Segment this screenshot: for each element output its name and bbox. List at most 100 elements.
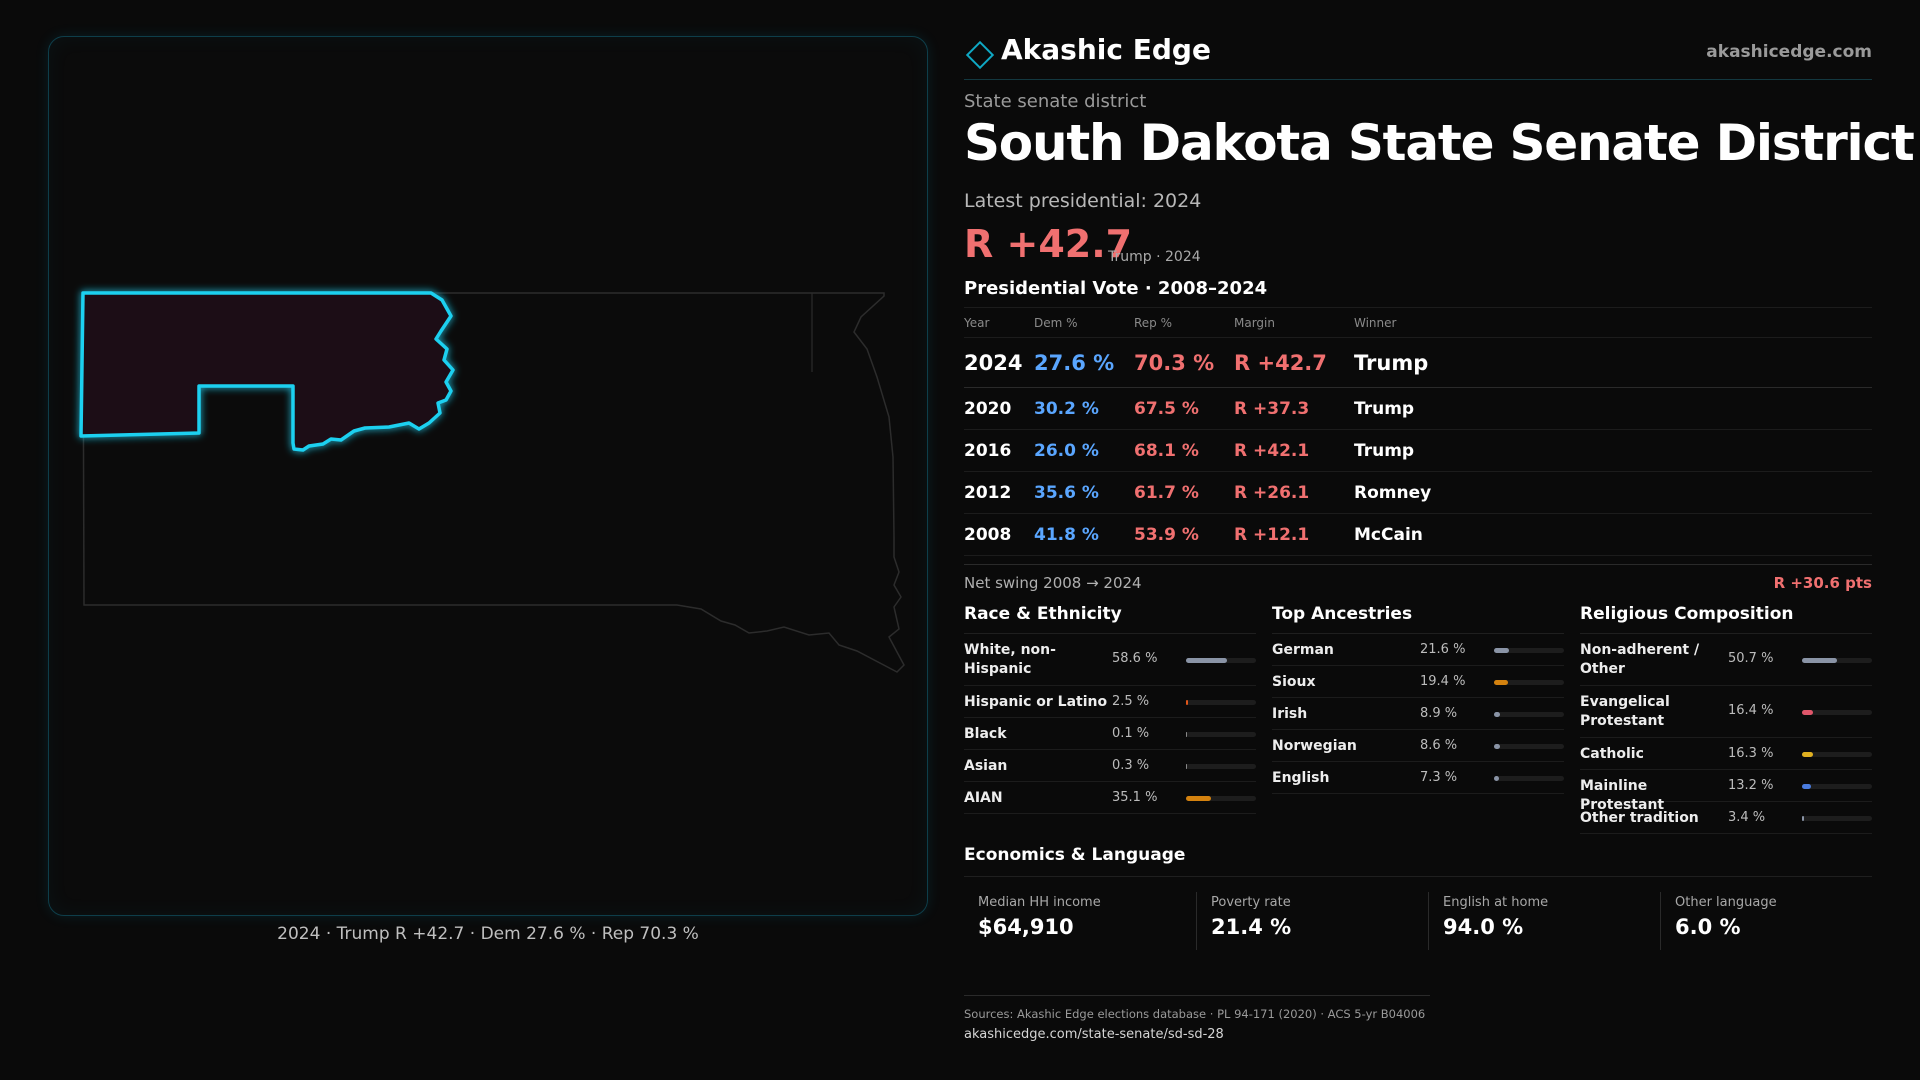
item-label: Evangelical Protestant	[1580, 694, 1670, 729]
district-type: State senate district	[964, 91, 1147, 112]
page-title: South Dakota State Senate District 28	[964, 114, 1920, 172]
stat-value: 94.0 %	[1443, 915, 1524, 939]
list-item: White, non-Hispanic 58.6 %	[964, 634, 1256, 686]
list-item: German 21.6 %	[1272, 634, 1564, 666]
list-item: Other tradition 3.4 %	[1580, 802, 1872, 834]
share-bar	[1186, 796, 1256, 801]
share-bar	[1186, 700, 1256, 705]
year-cell: 2024	[964, 351, 1023, 375]
dem-cell: 41.8 %	[1034, 525, 1099, 545]
share-bar	[1494, 648, 1564, 653]
item-label: Asian	[964, 758, 1008, 774]
share-bar	[1802, 784, 1872, 789]
column-header: Margin	[1234, 316, 1275, 330]
table-row: 2008 41.8 % 53.9 % R +12.1 McCain	[964, 514, 1872, 556]
item-value: 16.4 %	[1728, 703, 1774, 718]
item-value: 35.1 %	[1112, 790, 1158, 805]
permalink[interactable]: akashicedge.com/state-senate/sd-sd-28	[964, 1027, 1224, 1042]
rep-cell: 61.7 %	[1134, 483, 1199, 503]
column-header: Winner	[1354, 316, 1397, 330]
race-ethnicity-block: Race & Ethnicity White, non-Hispanic 58.…	[964, 602, 1256, 814]
share-bar-fill	[1186, 764, 1187, 769]
religion-block: Religious Composition Non-adherent / Oth…	[1580, 602, 1872, 834]
list-item: Mainline Protestant 13.2 %	[1580, 770, 1872, 813]
column-header: Rep %	[1134, 316, 1173, 330]
state-outline	[82, 292, 905, 673]
item-label: Black	[964, 726, 1007, 742]
net-swing-value: R +30.6 pts	[1773, 574, 1872, 592]
dem-cell: 35.6 %	[1034, 483, 1099, 503]
share-bar-fill	[1494, 744, 1501, 749]
stat-card: Other language 6.0 %	[1660, 892, 1880, 950]
share-bar-fill	[1802, 816, 1805, 821]
list-item: Hispanic or Latino 2.5 %	[964, 686, 1256, 718]
share-bar	[1494, 744, 1564, 749]
stat-value: 6.0 %	[1675, 915, 1741, 939]
list-item: Norwegian 8.6 %	[1272, 730, 1564, 762]
dem-cell: 26.0 %	[1034, 441, 1099, 461]
item-label: Norwegian	[1272, 738, 1357, 754]
brand-name[interactable]: Akashic Edge	[1001, 33, 1211, 66]
list-item: Evangelical Protestant 16.4 %	[1580, 686, 1872, 738]
section-title: Economics & Language	[964, 845, 1872, 877]
district-map[interactable]	[48, 36, 928, 916]
item-label: White, non-Hispanic	[964, 642, 1056, 677]
item-value: 19.4 %	[1420, 674, 1466, 689]
table-row: 2024 27.6 % 70.3 % R +42.7 Trump	[964, 338, 1872, 388]
brand-url[interactable]: akashicedge.com	[1706, 42, 1872, 62]
detail-panel: Akashic Edge akashicedge.com State senat…	[964, 0, 1920, 1080]
vote-table: Year Dem % Rep % Margin Winner 2024 27.6…	[964, 307, 1872, 556]
divider	[964, 995, 1430, 996]
vote-table-title: Presidential Vote · 2008–2024	[964, 278, 1268, 299]
share-bar	[1494, 712, 1564, 717]
item-label: AIAN	[964, 790, 1003, 806]
winner-cell: Trump	[1354, 441, 1415, 461]
item-label: Other tradition	[1580, 810, 1699, 826]
share-bar	[1186, 658, 1256, 663]
ancestries-block: Top Ancestries German 21.6 % Sioux 19.4 …	[1272, 602, 1564, 794]
item-value: 8.6 %	[1420, 738, 1458, 753]
year-cell: 2016	[964, 441, 1012, 461]
share-bar-fill	[1494, 776, 1500, 781]
share-bar-fill	[1186, 732, 1187, 737]
margin-cell: R +37.3	[1234, 399, 1310, 419]
share-bar	[1494, 680, 1564, 685]
stat-label: English at home	[1443, 895, 1549, 910]
list-item: AIAN 35.1 %	[964, 782, 1256, 814]
net-swing-row: Net swing 2008 → 2024 R +30.6 pts	[964, 564, 1872, 600]
stat-card: Median HH income $64,910	[964, 892, 1184, 950]
section-title: Race & Ethnicity	[964, 602, 1256, 634]
stat-label: Other language	[1675, 895, 1777, 910]
item-label: Non-adherent / Other	[1580, 642, 1700, 677]
section-title: Religious Composition	[1580, 602, 1872, 634]
share-bar	[1494, 776, 1564, 781]
column-header: Dem %	[1034, 316, 1078, 330]
share-bar-fill	[1186, 658, 1228, 663]
share-bar	[1802, 658, 1872, 663]
item-value: 7.3 %	[1420, 770, 1458, 785]
item-value: 21.6 %	[1420, 642, 1466, 657]
table-header-row: Year Dem % Rep % Margin Winner	[964, 307, 1872, 338]
item-value: 8.9 %	[1420, 706, 1458, 721]
table-row: 2016 26.0 % 68.1 % R +42.1 Trump	[964, 430, 1872, 472]
dem-cell: 30.2 %	[1034, 399, 1099, 419]
item-label: Catholic	[1580, 746, 1644, 762]
table-row: 2012 35.6 % 61.7 % R +26.1 Romney	[964, 472, 1872, 514]
year-cell: 2008	[964, 525, 1012, 545]
winner-cell: Trump	[1354, 351, 1429, 375]
share-bar	[1802, 816, 1872, 821]
item-value: 2.5 %	[1112, 694, 1150, 709]
year-cell: 2020	[964, 399, 1012, 419]
share-bar	[1186, 764, 1256, 769]
rep-cell: 53.9 %	[1134, 525, 1199, 545]
map-caption: 2024 · Trump R +42.7 · Dem 27.6 % · Rep …	[277, 924, 699, 944]
margin-cell: R +12.1	[1234, 525, 1310, 545]
stat-label: Median HH income	[978, 895, 1101, 910]
district-shape[interactable]	[79, 291, 455, 452]
list-item: Non-adherent / Other 50.7 %	[1580, 634, 1872, 686]
brand-header: Akashic Edge akashicedge.com	[964, 30, 1872, 80]
net-swing-label: Net swing 2008 → 2024	[964, 574, 1142, 592]
share-bar-fill	[1494, 680, 1508, 685]
stat-label: Poverty rate	[1211, 895, 1291, 910]
section-title: Top Ancestries	[1272, 602, 1564, 634]
